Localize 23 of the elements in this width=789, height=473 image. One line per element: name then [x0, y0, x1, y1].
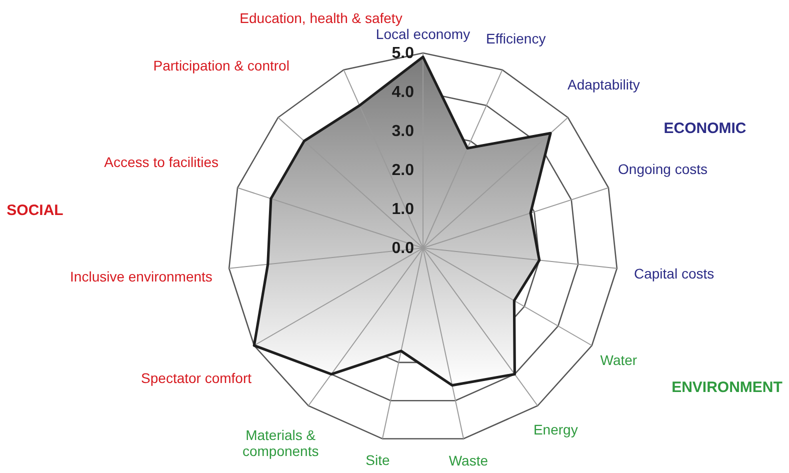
spoke-label: Local economy: [376, 26, 470, 42]
y-tick-label: 0.0: [392, 240, 414, 257]
spoke-label: Waste: [448, 452, 488, 469]
y-tick-label: 4.0: [392, 84, 414, 101]
y-tick-label: 1.0: [392, 201, 414, 218]
spoke-label: Energy: [533, 422, 578, 438]
spoke-label: Adaptability: [567, 76, 640, 92]
spoke-label: Inclusive environments: [70, 268, 212, 285]
spoke-label: Site: [366, 452, 390, 468]
spoke-label: Access to facilities: [104, 154, 219, 170]
text: ECONOMIC: [664, 120, 746, 137]
spoke-label: Materials & components: [242, 426, 319, 459]
spoke-label: Water: [600, 352, 638, 368]
y-tick-label: 2.0: [392, 162, 414, 179]
text: SOCIAL: [6, 202, 64, 219]
spoke-label: Ongoing costs: [618, 161, 708, 178]
text: ENVIRONMENT: [672, 379, 782, 396]
spoke-label: Participation & control: [153, 57, 290, 74]
spoke-label: Capital costs: [634, 265, 714, 282]
spoke-label: Efficiency: [486, 30, 546, 46]
spoke-label: Spectator comfort: [141, 370, 252, 386]
spoke-label: Education, health & safety: [240, 10, 402, 26]
y-tick-label: 3.0: [392, 123, 414, 140]
